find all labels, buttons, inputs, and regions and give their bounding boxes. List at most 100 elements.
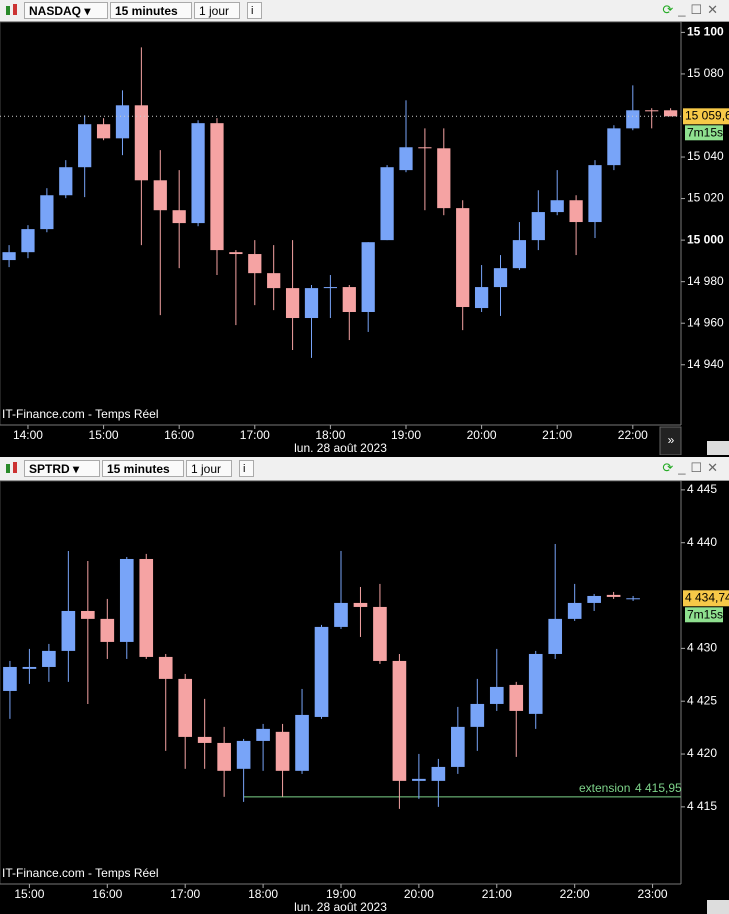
candle-body bbox=[81, 610, 95, 619]
candle-body bbox=[96, 124, 111, 139]
y-tick-label: 15 020 bbox=[687, 191, 724, 205]
candle-body bbox=[285, 288, 300, 319]
candle-body bbox=[512, 240, 527, 269]
candle-body bbox=[314, 626, 329, 717]
x-tick-label: 19:00 bbox=[326, 887, 356, 901]
interval-select[interactable]: 15 minutes ▾ bbox=[102, 460, 184, 493]
chart-panel: 14 940 14 960 14 980 15 000 15 020 15 040 15 0… bbox=[0, 22, 729, 455]
countdown-box bbox=[685, 607, 723, 623]
range-select[interactable]: 1 jour ▾ bbox=[186, 460, 232, 493]
info-button[interactable]: i bbox=[247, 2, 262, 19]
symbol-select[interactable]: SPTRD ▾ bbox=[24, 460, 100, 477]
x-tick-label: 16:00 bbox=[92, 887, 122, 901]
candle-body bbox=[197, 736, 212, 743]
info-button[interactable]: i bbox=[239, 460, 254, 477]
candle-body bbox=[489, 686, 504, 704]
interval-select[interactable]: 15 minutes ▾ bbox=[110, 2, 192, 35]
chart-icon bbox=[6, 462, 17, 473]
candle-body bbox=[139, 558, 154, 657]
last-price-label: 15 059,6 bbox=[685, 108, 729, 122]
candle-body bbox=[304, 288, 319, 319]
candle-body bbox=[119, 558, 134, 642]
candle-body bbox=[3, 666, 17, 691]
candle-body bbox=[323, 287, 338, 289]
last-price-box bbox=[683, 590, 729, 607]
scroll-button[interactable] bbox=[707, 900, 729, 914]
source: IT-Finance.com - Temps Réel bbox=[2, 866, 159, 880]
candle-body bbox=[373, 606, 387, 661]
candle-body bbox=[134, 105, 148, 181]
candle-body bbox=[59, 167, 73, 196]
symbol: NASDAQ bbox=[29, 4, 82, 18]
countdown-box bbox=[685, 125, 723, 141]
candle-body bbox=[22, 666, 37, 669]
candle-body bbox=[607, 128, 621, 166]
x-tick-label: 21:00 bbox=[542, 428, 572, 442]
last-price-label: 4 434,74 bbox=[685, 590, 729, 604]
candle-body bbox=[78, 124, 92, 168]
candle-body bbox=[626, 598, 640, 600]
candle-body bbox=[567, 602, 582, 619]
candle-body bbox=[342, 287, 356, 312]
candle-body bbox=[172, 210, 186, 224]
candle-body bbox=[456, 208, 470, 308]
candle-body bbox=[267, 273, 281, 289]
interval: 15 minutes bbox=[107, 462, 170, 476]
x-tick-label: 17:00 bbox=[170, 887, 200, 901]
y-tick-label: 15 040 bbox=[687, 149, 724, 163]
candle-body bbox=[509, 684, 524, 711]
y-tick-label: 14 960 bbox=[687, 315, 724, 329]
last-price-box bbox=[683, 108, 729, 125]
window-controls[interactable]: ⟳_☐✕ bbox=[662, 2, 723, 17]
candle-body bbox=[412, 778, 426, 781]
candle-body bbox=[548, 618, 563, 654]
candle-body bbox=[470, 703, 485, 727]
candle-body bbox=[275, 731, 290, 771]
x-axis-label: lun. 28 août 2023 bbox=[294, 441, 387, 455]
range: 1 jour bbox=[191, 462, 222, 476]
candle-body bbox=[474, 287, 489, 309]
candle-body bbox=[418, 147, 432, 149]
countdown: 7m15s bbox=[687, 607, 723, 621]
y-tick-label: 15 000 bbox=[687, 232, 724, 246]
candle-body bbox=[158, 656, 173, 679]
candle-body bbox=[451, 726, 465, 767]
candle-body bbox=[100, 618, 115, 642]
candle-body bbox=[606, 594, 621, 597]
candle-body bbox=[153, 180, 167, 211]
y-tick-label: 4 440 bbox=[687, 535, 717, 549]
candle-body bbox=[40, 195, 54, 230]
candle-body bbox=[550, 200, 564, 213]
scroll-button[interactable] bbox=[707, 441, 729, 455]
candle-body bbox=[229, 252, 243, 255]
y-tick-label: 14 980 bbox=[687, 274, 724, 288]
plot-area bbox=[0, 481, 682, 885]
x-tick-label: 18:00 bbox=[315, 428, 345, 442]
candle-body bbox=[115, 105, 130, 139]
x-tick-label: 23:00 bbox=[638, 887, 668, 901]
source: IT-Finance.com - Temps Réel bbox=[2, 407, 159, 421]
candle-body bbox=[380, 167, 394, 241]
candle-body bbox=[42, 650, 56, 667]
candle-body bbox=[361, 242, 375, 312]
info: i bbox=[243, 463, 246, 475]
x-tick-label: 16:00 bbox=[164, 428, 194, 442]
more-button[interactable] bbox=[659, 426, 682, 455]
symbol-select[interactable]: NASDAQ ▾ bbox=[24, 2, 108, 19]
chart-panel: 4 415 4 420 4 425 4 430 4 440 4 445 15:00 16:00… bbox=[0, 481, 729, 914]
x-tick-label: 19:00 bbox=[391, 428, 421, 442]
extension-name: extension bbox=[579, 781, 630, 795]
x-tick-label: 20:00 bbox=[467, 428, 497, 442]
range-select[interactable]: 1 jour ▾ bbox=[194, 2, 240, 35]
range: 1 jour bbox=[199, 4, 230, 18]
candle-body bbox=[256, 728, 270, 741]
x-tick-label: 22:00 bbox=[560, 887, 590, 901]
candle-body bbox=[399, 147, 413, 171]
candle-body bbox=[493, 268, 508, 288]
x-tick-label: 20:00 bbox=[404, 887, 434, 901]
candle-body bbox=[569, 200, 583, 223]
x-tick-label: 15:00 bbox=[14, 887, 44, 901]
candle-body bbox=[645, 110, 659, 112]
candle-body bbox=[178, 678, 193, 737]
window-controls[interactable]: ⟳_☐✕ bbox=[662, 460, 723, 475]
